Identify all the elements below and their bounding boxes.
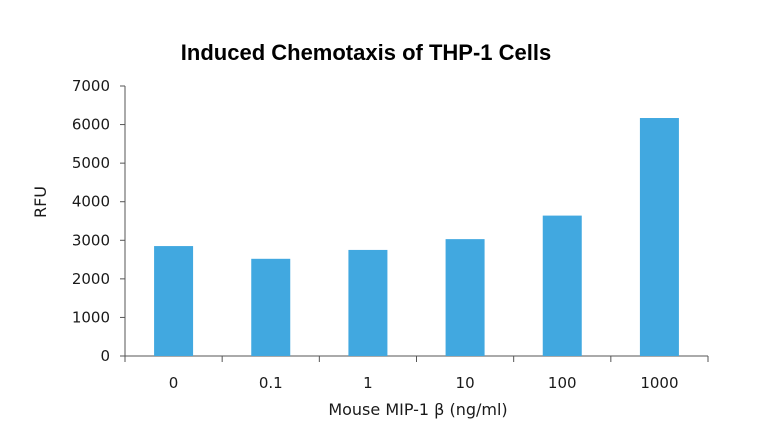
y-tick-label: 3000 — [72, 231, 110, 249]
bar — [348, 249, 388, 356]
y-tick-label: 1000 — [72, 308, 110, 326]
x-tick-label: 1000 — [640, 374, 678, 392]
y-tick-label: 2000 — [72, 270, 110, 288]
bar — [445, 239, 485, 356]
x-tick-label: 0 — [169, 374, 179, 392]
y-tick-label: 6000 — [72, 116, 110, 134]
x-tick-label: 1 — [363, 374, 373, 392]
y-tick-label: 5000 — [72, 154, 110, 172]
bar — [251, 258, 291, 356]
bars — [154, 118, 679, 356]
bar — [154, 246, 194, 356]
bar — [542, 215, 582, 356]
x-tick-label: 10 — [456, 374, 475, 392]
x-tick-label: 100 — [548, 374, 577, 392]
x-ticks: 0 0.1 1 10 100 1000 — [124, 356, 709, 392]
y-tick-label: 4000 — [72, 193, 110, 211]
y-ticks: 0 1000 2000 3000 4000 5000 6000 7000 — [72, 77, 125, 365]
y-tick-label: 0 — [100, 347, 110, 365]
axes — [124, 86, 708, 357]
bar — [639, 118, 679, 356]
y-axis-label: RFU — [31, 186, 50, 218]
y-tick-label: 7000 — [72, 77, 110, 95]
chart-title: Induced Chemotaxis of THP-1 Cells — [181, 40, 551, 65]
x-axis-label: Mouse MIP-1 β (ng/ml) — [328, 400, 507, 419]
x-tick-label: 0.1 — [259, 374, 283, 392]
